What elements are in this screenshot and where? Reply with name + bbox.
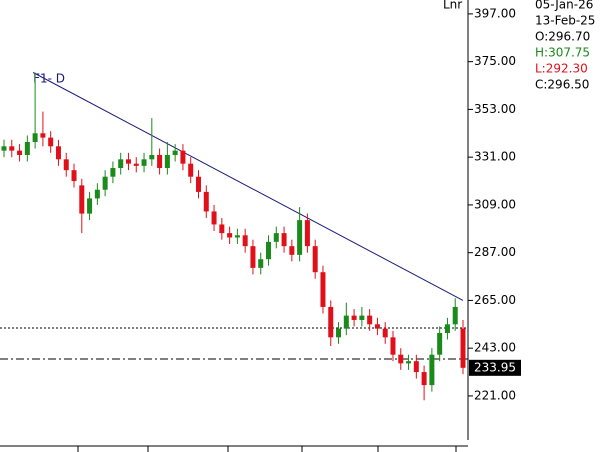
candle-body — [351, 315, 357, 320]
candle-body — [421, 372, 427, 386]
y-tick-label: 331.00 — [474, 150, 516, 164]
candle-body — [48, 137, 54, 147]
candle-body — [367, 315, 373, 325]
candle-body — [242, 235, 248, 247]
candle-body — [390, 337, 396, 355]
candle-body — [157, 154, 163, 169]
candle-body — [320, 272, 326, 307]
legend-text: Lnr — [443, 0, 462, 12]
candle-body — [203, 191, 209, 212]
candle-body — [336, 328, 342, 338]
candle-body — [32, 133, 38, 142]
candle-body — [250, 246, 256, 268]
candle-body — [413, 361, 419, 373]
candle-body — [94, 189, 100, 199]
candle-body — [234, 235, 240, 238]
candle-body — [297, 220, 303, 255]
candle-body — [452, 306, 458, 325]
trendline — [32, 72, 464, 301]
info-line: 05-Jan-26 — [535, 0, 593, 12]
candle-body — [188, 163, 194, 177]
info-line: 13-Feb-25 — [535, 14, 595, 28]
candle-body — [63, 159, 69, 171]
candle-body — [180, 150, 186, 164]
candle-body — [328, 306, 334, 338]
info-line: H:307.75 — [535, 46, 590, 60]
y-tick-label: 287.00 — [474, 245, 516, 259]
last-price-label: 233.95 — [474, 360, 516, 374]
info-line: C:296.50 — [535, 78, 589, 92]
last-price-box — [469, 359, 521, 376]
annotation: F1- D — [33, 72, 65, 86]
candle-body — [258, 259, 264, 268]
candle-body — [102, 176, 108, 190]
y-tick-label: 353.00 — [474, 102, 516, 116]
candle-body — [164, 154, 170, 169]
candle-body — [398, 354, 404, 364]
y-tick-label: 265.00 — [474, 293, 516, 307]
candle-body — [382, 328, 388, 338]
candle-body — [24, 141, 30, 155]
candle-body — [195, 176, 201, 192]
candle-body — [87, 198, 93, 214]
candle-body — [172, 150, 178, 155]
candle-body — [374, 324, 380, 329]
candle-body — [444, 324, 450, 333]
y-tick-label: 375.00 — [474, 54, 516, 68]
candle-body — [40, 133, 46, 138]
candle-body — [273, 233, 279, 242]
candle-body — [460, 328, 466, 368]
candle-body — [227, 233, 233, 238]
y-tick-label: 309.00 — [474, 197, 516, 211]
candle-body — [79, 185, 85, 214]
candle-body — [9, 146, 15, 151]
info-line: L:292.30 — [535, 62, 588, 76]
candle-body — [343, 315, 349, 329]
candle-body — [211, 211, 217, 225]
candle-body — [281, 233, 287, 247]
y-tick-label: 221.00 — [474, 388, 516, 402]
info-line: O:296.70 — [535, 30, 590, 44]
candle-body — [71, 170, 77, 182]
candle-body — [55, 146, 61, 160]
candle-body — [437, 332, 443, 355]
candle-body — [1, 146, 7, 151]
candle-body — [406, 361, 412, 364]
candle-body — [304, 220, 310, 247]
candle-body — [149, 154, 155, 160]
y-tick-label: 243.00 — [474, 341, 516, 355]
candle-body — [289, 246, 295, 255]
candle-body — [125, 159, 131, 164]
candle-body — [110, 168, 116, 177]
candle-body — [312, 246, 318, 273]
candle-body — [133, 163, 139, 166]
candle-body — [359, 315, 365, 320]
candle-body — [219, 224, 225, 234]
candle-body — [429, 354, 435, 386]
candle-body — [118, 159, 124, 169]
candle-body — [266, 241, 272, 260]
y-tick-label: 397.00 — [474, 6, 516, 20]
candle-body — [141, 159, 147, 166]
candle-body — [17, 150, 23, 155]
